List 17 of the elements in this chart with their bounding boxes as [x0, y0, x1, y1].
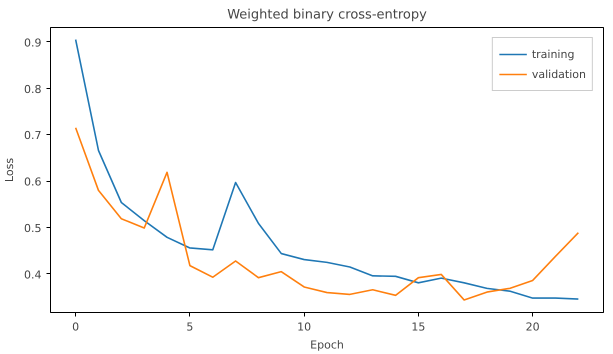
- legend-label: training: [532, 47, 574, 61]
- y-tick-label: 0.6: [24, 176, 42, 189]
- x-tick-label: 15: [411, 320, 426, 334]
- x-tick-label: 10: [297, 320, 312, 334]
- y-tick-label: 0.5: [24, 222, 42, 236]
- y-tick-label: 0.8: [24, 82, 42, 96]
- x-tick-label: 5: [186, 320, 194, 334]
- y-tick-label: 0.7: [24, 129, 42, 142]
- chart-title: Weighted binary cross-entropy: [227, 8, 428, 22]
- x-tick-label: 0: [72, 320, 80, 334]
- y-tick-label: 0.4: [24, 268, 42, 282]
- x-axis-title: Epoch: [310, 338, 344, 352]
- x-tick-label: 20: [526, 320, 540, 334]
- y-tick-label: 0.9: [24, 36, 42, 50]
- y-axis-title: Loss: [3, 158, 16, 182]
- legend-label: validation: [532, 67, 586, 81]
- line-series: [74, 126, 580, 301]
